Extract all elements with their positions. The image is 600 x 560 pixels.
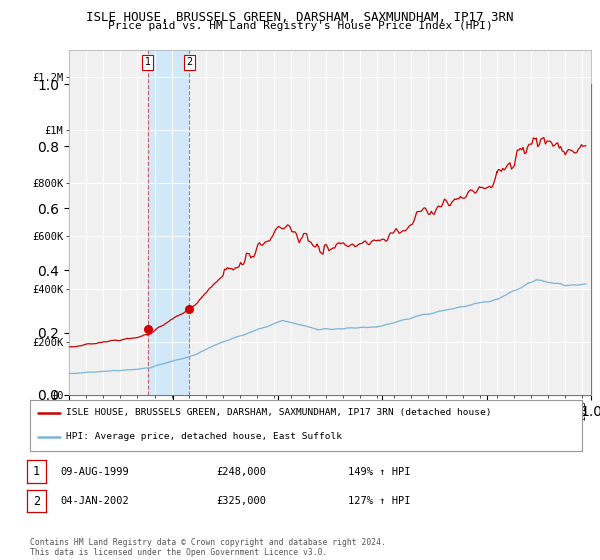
Text: ISLE HOUSE, BRUSSELS GREEN, DARSHAM, SAXMUNDHAM, IP17 3RN: ISLE HOUSE, BRUSSELS GREEN, DARSHAM, SAX… xyxy=(86,11,514,24)
Text: Price paid vs. HM Land Registry's House Price Index (HPI): Price paid vs. HM Land Registry's House … xyxy=(107,21,493,31)
Text: 04-JAN-2002: 04-JAN-2002 xyxy=(60,496,129,506)
Text: £325,000: £325,000 xyxy=(216,496,266,506)
Text: HPI: Average price, detached house, East Suffolk: HPI: Average price, detached house, East… xyxy=(66,432,342,441)
Text: 149% ↑ HPI: 149% ↑ HPI xyxy=(348,466,410,477)
Text: 1: 1 xyxy=(33,465,40,478)
Text: 09-AUG-1999: 09-AUG-1999 xyxy=(60,466,129,477)
Bar xyxy=(148,50,190,395)
Text: 127% ↑ HPI: 127% ↑ HPI xyxy=(348,496,410,506)
Text: 1: 1 xyxy=(145,58,151,67)
Text: 2: 2 xyxy=(33,494,40,508)
Text: £248,000: £248,000 xyxy=(216,466,266,477)
Text: 2: 2 xyxy=(187,58,193,67)
Text: Contains HM Land Registry data © Crown copyright and database right 2024.
This d: Contains HM Land Registry data © Crown c… xyxy=(30,538,386,557)
Text: ISLE HOUSE, BRUSSELS GREEN, DARSHAM, SAXMUNDHAM, IP17 3RN (detached house): ISLE HOUSE, BRUSSELS GREEN, DARSHAM, SAX… xyxy=(66,408,491,418)
